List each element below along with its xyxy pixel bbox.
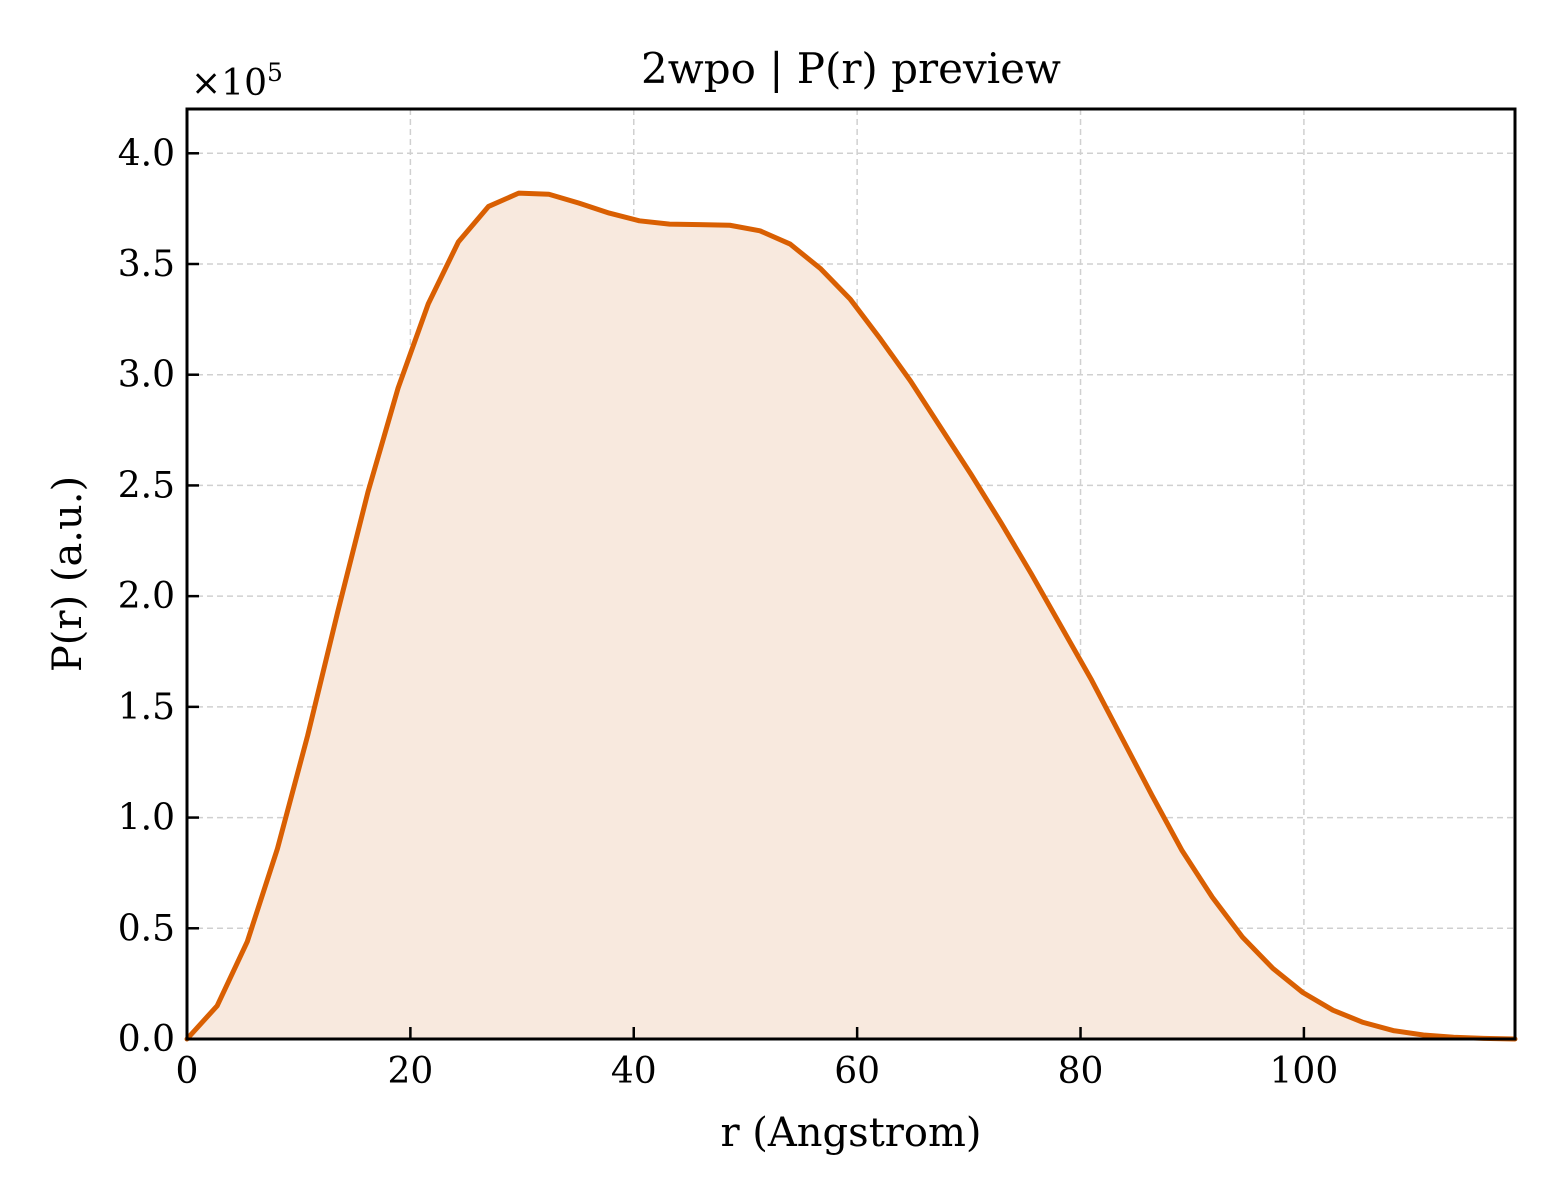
x-tick-label: 60 <box>834 1051 880 1092</box>
x-axis-ticks: 0 20 40 60 80 100 <box>176 1027 1339 1092</box>
multiplier-exponent: 5 <box>267 58 283 87</box>
x-tick-label: 100 <box>1270 1051 1339 1092</box>
chart-title: 2wpo | P(r) preview <box>641 44 1061 93</box>
y-tick-label: 4.0 <box>118 133 175 174</box>
y-tick-label: 1.5 <box>118 687 175 728</box>
y-tick-label: 0.0 <box>118 1019 175 1060</box>
x-tick-label: 0 <box>176 1051 199 1092</box>
multiplier-base: ×10 <box>191 63 267 104</box>
y-axis-title: P(r) (a.u.) <box>45 476 91 672</box>
y-axis-multiplier: ×105 <box>191 58 283 104</box>
y-tick-label: 1.0 <box>118 798 175 839</box>
x-axis-title: r (Angstrom) <box>720 1110 981 1156</box>
y-axis-ticks: 0.0 0.5 1.0 1.5 2.0 2.5 3.0 3.5 4.0 <box>118 133 199 1060</box>
y-tick-label: 2.0 <box>118 576 175 617</box>
area-fill <box>187 193 1515 1039</box>
x-tick-label: 40 <box>611 1051 657 1092</box>
y-tick-label: 2.5 <box>118 465 175 506</box>
series-line <box>184 190 1518 1042</box>
x-tick-label: 20 <box>387 1051 433 1092</box>
y-tick-label: 3.0 <box>118 355 175 396</box>
plot-frame <box>185 107 1517 1041</box>
y-tick-label: 3.5 <box>118 244 175 285</box>
y-tick-label: 0.5 <box>118 908 175 949</box>
x-tick-label: 80 <box>1058 1051 1104 1092</box>
